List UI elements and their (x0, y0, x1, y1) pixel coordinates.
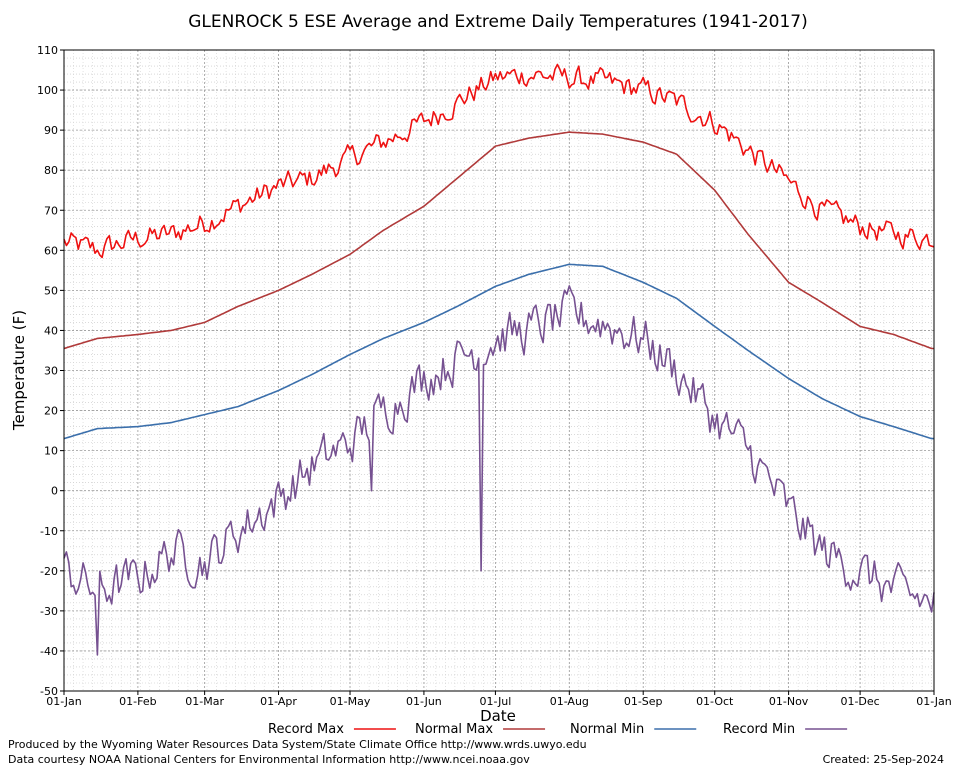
series-line-normal-max (63, 131, 934, 350)
y-tick-label: 50 (44, 284, 58, 297)
legend-label: Record Min (723, 722, 795, 737)
y-tick-label: 70 (44, 204, 58, 217)
footer-produced-by: Produced by the Wyoming Water Resources … (8, 738, 587, 751)
footer-created: Created: 25-Sep-2024 (822, 753, 944, 766)
x-tick-label: 01-Mar (185, 695, 224, 708)
y-tick-label: 100 (37, 84, 58, 97)
legend-label: Record Max (268, 722, 344, 737)
x-tick-label: 01-May (330, 695, 371, 708)
y-tick-label: 20 (44, 405, 58, 418)
y-tick-label: -30 (40, 605, 58, 618)
x-axis-title: Date (480, 707, 516, 725)
x-axis-ticks: 01-Jan 01-Feb 01-Mar 01-Apr 01-May 01-Jun 01-J… (46, 691, 952, 708)
x-tick-label: 01-Apr (260, 695, 297, 708)
x-tick-label: 01-Sep (624, 695, 663, 708)
x-tick-label: 01-Oct (696, 695, 734, 708)
x-tick-label: 01-Jan (46, 695, 82, 708)
x-tick-label: 01-Jul (479, 695, 511, 708)
legend: Record Max Normal Max Normal Min Record Min (268, 722, 848, 737)
y-tick-label: 40 (44, 324, 58, 337)
x-tick-label: 01-Jan (916, 695, 952, 708)
y-tick-label: 30 (44, 365, 58, 378)
x-tick-label: 01-Nov (769, 695, 809, 708)
y-axis-ticks: -50 -40 -30 -20 -10 0 10 20 30 40 50 60 70 80 90 100 110 (37, 44, 64, 698)
x-tick-label: 01-Aug (550, 695, 589, 708)
legend-label: Normal Min (570, 722, 644, 737)
series-line-record-max (63, 63, 935, 259)
y-tick-label: 10 (44, 445, 58, 458)
x-tick-label: 01-Feb (119, 695, 156, 708)
footer-data-courtesy: Data courtesy NOAA National Centers for … (8, 753, 530, 766)
y-tick-label: 0 (51, 485, 58, 498)
legend-label: Normal Max (415, 722, 493, 737)
series-line-record-min (63, 285, 935, 656)
y-tick-label: -10 (40, 525, 58, 538)
y-tick-label: -20 (40, 565, 58, 578)
y-tick-label: 110 (37, 44, 58, 57)
series-line-normal-min (63, 263, 934, 440)
x-tick-label: 01-Dec (840, 695, 879, 708)
series-lines (63, 63, 935, 656)
y-tick-label: 80 (44, 164, 58, 177)
y-tick-label: -50 (40, 685, 58, 698)
y-axis-title: Temperature (F) (10, 310, 28, 431)
y-tick-label: 60 (44, 244, 58, 257)
y-tick-label: 90 (44, 124, 58, 137)
y-tick-label: -40 (40, 645, 58, 658)
x-tick-label: 01-Jun (406, 695, 442, 708)
chart-title: GLENROCK 5 ESE Average and Extreme Daily… (188, 12, 807, 32)
